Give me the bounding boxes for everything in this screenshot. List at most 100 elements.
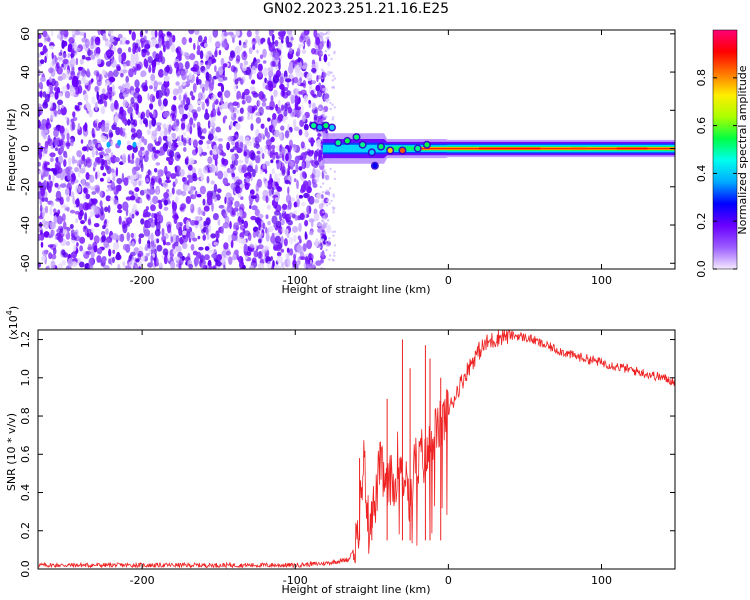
noise-blob: [85, 193, 91, 200]
noise-blob: [70, 177, 75, 185]
noise-blob: [115, 167, 119, 177]
noise-blob: [252, 230, 257, 239]
noise-blob: [199, 223, 204, 231]
noise-blob: [77, 84, 83, 94]
noise-blob: [265, 226, 268, 234]
noise-blob: [66, 195, 70, 202]
noise-blob: [274, 197, 279, 203]
noise-blob: [300, 152, 307, 161]
noise-blob: [73, 231, 78, 236]
noise-blob: [95, 150, 98, 156]
noise-blob: [232, 255, 237, 261]
noise-blob: [96, 71, 99, 78]
noise-blob: [275, 182, 279, 190]
noise-blob: [262, 222, 266, 230]
noise-blob: [235, 30, 240, 37]
noise-blob: [57, 103, 61, 111]
noise-blob: [214, 65, 217, 73]
noise-blob: [302, 114, 306, 122]
noise-blob: [229, 221, 232, 229]
noise-dot: [328, 240, 331, 243]
noise-blob: [297, 155, 300, 162]
noise-blob: [206, 145, 210, 150]
noise-blob: [72, 195, 75, 205]
noise-blob: [281, 261, 284, 268]
noise-blob: [134, 192, 138, 200]
x-tick-label: -200: [130, 574, 155, 587]
noise-dot: [324, 171, 328, 175]
noise-blob: [223, 115, 228, 120]
noise-blob: [141, 48, 148, 53]
noise-blob: [206, 139, 213, 145]
noise-blob: [44, 34, 50, 41]
noise-blob: [223, 264, 226, 269]
noise-blob: [95, 157, 100, 163]
noise-blob: [217, 170, 224, 180]
noise-blob: [68, 187, 72, 197]
noise-blob: [252, 105, 258, 111]
noise-blob: [126, 217, 133, 225]
noise-blob: [155, 211, 160, 222]
noise-blob: [283, 238, 288, 247]
noise-blob: [275, 204, 282, 213]
noise-dot: [318, 245, 322, 249]
noise-blob: [149, 103, 154, 111]
noise-dot: [333, 170, 336, 173]
noise-dot: [326, 219, 330, 222]
noise-blob: [81, 55, 86, 60]
noise-blob: [142, 39, 150, 49]
noise-blob: [204, 246, 210, 251]
noise-blob: [38, 52, 42, 58]
noise-blob: [256, 49, 259, 54]
noise-blob: [171, 202, 176, 209]
noise-blob: [254, 193, 260, 203]
noise-blob: [278, 61, 281, 71]
noise-blob: [50, 93, 54, 98]
noise-blob: [147, 244, 151, 249]
noise-blob: [255, 182, 260, 192]
noise-blob: [102, 172, 107, 177]
noise-blob: [106, 165, 109, 169]
noise-blob: [113, 69, 119, 78]
noise-blob: [76, 159, 83, 168]
signal-blob: [317, 125, 323, 131]
noise-blob: [64, 116, 68, 121]
noise-blob: [139, 120, 143, 125]
noise-blob: [89, 174, 95, 183]
noise-blob: [60, 183, 67, 189]
noise-blob: [155, 43, 160, 49]
noise-blob: [192, 237, 198, 242]
noise-blob: [149, 93, 155, 103]
signal-blob: [311, 123, 317, 129]
noise-blob: [122, 201, 129, 211]
noise-blob: [277, 41, 283, 51]
noise-blob: [217, 111, 221, 116]
noise-blob: [310, 90, 315, 96]
noise-blob: [237, 215, 242, 223]
noise-blob: [292, 143, 297, 152]
noise-blob: [136, 129, 143, 139]
noise-blob: [218, 204, 225, 209]
noise-blob: [138, 237, 142, 245]
noise-blob: [38, 142, 41, 147]
noise-blob: [279, 146, 286, 156]
noise-blob: [222, 222, 230, 229]
noise-blob: [326, 224, 332, 234]
noise-dot: [322, 168, 326, 172]
noise-blob: [240, 115, 244, 122]
noise-blob: [89, 140, 95, 150]
noise-blob: [128, 190, 133, 195]
noise-blob: [134, 45, 139, 53]
noise-blob: [79, 245, 83, 252]
noise-blob: [131, 166, 137, 175]
noise-blob: [240, 257, 244, 265]
noise-blob: [96, 90, 99, 101]
noise-blob: [82, 202, 89, 211]
y-scale-label: (x104): [5, 306, 20, 340]
noise-blob: [300, 256, 307, 261]
noise-blob: [251, 79, 256, 85]
noise-blob: [304, 231, 307, 240]
noise-blob: [263, 245, 270, 251]
noise-blob: [211, 78, 215, 86]
noise-blob: [79, 58, 84, 65]
